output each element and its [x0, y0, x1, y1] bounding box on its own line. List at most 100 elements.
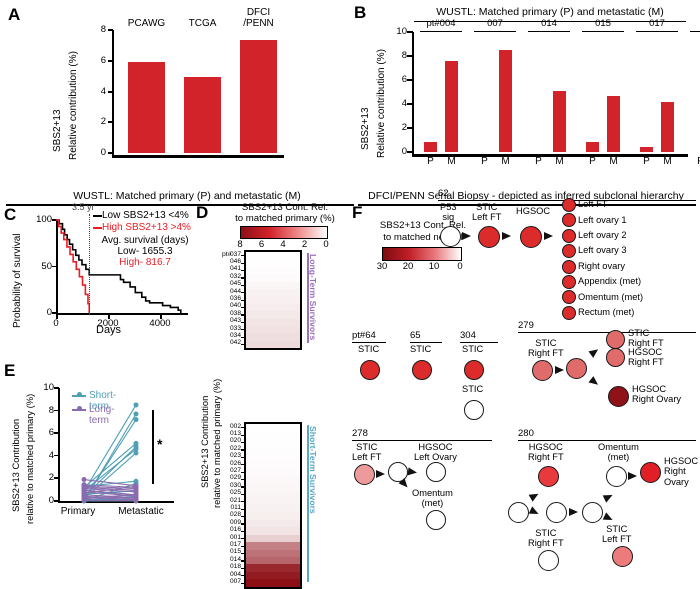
panel-c-letter: C	[4, 206, 16, 223]
panel-f-node-label-line: sig	[440, 212, 457, 222]
panel-f-node-62-10	[562, 306, 576, 320]
panel-d-row-tick	[241, 516, 245, 517]
panel-b-bar	[586, 142, 599, 152]
panel-d-colorbar-tick: 6	[254, 239, 270, 250]
panel-f-node-304-1	[464, 400, 484, 420]
panel-a-tick-label: 6	[84, 55, 106, 66]
panel-f-patient-header-65: 65	[410, 330, 421, 341]
panel-c-ylabel: Probability of survival	[12, 234, 23, 328]
panel-f: F SBS2+13 Cont. Rel. to matched normal 3…	[350, 188, 700, 535]
panel-d-heatmap-block	[244, 250, 302, 350]
panel-d-row-label: 004	[219, 572, 241, 579]
panel-b-letter: B	[354, 4, 366, 21]
panel-d-heatmap-cell	[246, 572, 300, 579]
panel-f-colorbar-tick: 10	[426, 261, 442, 272]
panel-d-heatmap-cell	[246, 424, 300, 431]
panel-d-row-label: 028	[219, 512, 241, 519]
panel-b-patient-id: 018	[682, 18, 700, 29]
panel-c-y-tick-label: 0	[30, 307, 52, 318]
panel-b-pm-label: M	[607, 156, 621, 167]
panel-f-node-62-7	[562, 260, 576, 274]
panel-b-tick-label: 2	[385, 122, 407, 133]
panel-d-row-label: 020	[219, 438, 241, 445]
panel-c-y-tick-label: 100	[30, 214, 52, 225]
panel-e-sig-star: *	[157, 436, 162, 452]
panel-b-tick	[407, 31, 413, 33]
panel-e-point	[134, 417, 139, 422]
panel-f-letter: F	[352, 204, 362, 221]
panel-f-node-279-3	[606, 348, 625, 367]
panel-b-patient-id: 015	[574, 18, 632, 29]
panel-f-node-label-line: STIC	[462, 384, 483, 394]
panel-e-legend-dot-short	[77, 392, 82, 397]
panel-f-node-280-7	[640, 462, 661, 483]
panel-d-row-label: 016	[219, 527, 241, 534]
panel-d-row-tick	[241, 538, 245, 539]
panel-f-node-62-9	[562, 290, 576, 304]
panel-d-heatmap-cell	[246, 289, 300, 296]
panel-d-heatmap-cell	[246, 296, 300, 303]
panel-d-heatmap-cell	[246, 326, 300, 333]
panel-f-node-65-0	[412, 360, 432, 380]
panel-d-heatmap-cell	[246, 513, 300, 520]
panel-b-tick-label: 0	[385, 146, 407, 157]
panel-b-tick	[407, 103, 413, 105]
panel-f-node-label-304-0: STIC	[462, 344, 483, 354]
panel-d-row-tick	[241, 449, 245, 450]
panel-d-heatmap-block	[244, 422, 302, 589]
panel-b-patient-underline	[636, 31, 678, 32]
panel-d-colorbar-tick: 2	[297, 239, 313, 250]
panel-f-node-280-2	[538, 466, 559, 487]
panel-d-heatmap-cell	[246, 431, 300, 438]
panel-b-pm-label: M	[445, 156, 459, 167]
panel-d-row-label: 015	[219, 549, 241, 556]
panel-f-node-label-line: Left ovary 2	[578, 230, 627, 240]
panel-d-row-tick	[241, 472, 245, 473]
panel-f-node-label-line: Left ovary 3	[578, 245, 627, 255]
panel-f-node-label-line: Left ovary 1	[578, 215, 627, 225]
panel-c-legend-label-low: Low SBS2+13 <4%	[102, 210, 189, 221]
panel-d-row-tick	[241, 531, 245, 532]
panel-f-node-279-4	[608, 386, 629, 407]
panel-f-node-label-62-3: Left FT	[578, 199, 607, 209]
panel-b-patient-underline	[528, 31, 570, 32]
panel-d-heatmap-cell	[246, 491, 300, 498]
panel-f-node-304-0	[464, 360, 484, 380]
panel-d-row-tick	[241, 435, 245, 436]
panel-a-tick-label: 2	[84, 116, 106, 127]
panel-f-cbar-title-1: SBS2+13 Cont. Rel.	[364, 220, 482, 231]
panel-e-point	[82, 477, 87, 482]
panel-f-node-label-62-4: Left ovary 1	[578, 215, 627, 225]
panel-f-node-280-5	[612, 546, 633, 567]
panel-b-pm-label: P	[586, 156, 600, 167]
panel-f-colorbar	[382, 247, 462, 261]
panel-d-heatmap-cell	[246, 333, 300, 340]
panel-c-legend: Low SBS2+13 <4% High SBS2+13 >4% Avg. su…	[93, 210, 197, 268]
panel-f-node-label-line: Right FT	[528, 348, 564, 358]
panel-b-bar	[607, 96, 620, 152]
panel-a-ylabel-2: Relative contribution (%)	[68, 51, 79, 160]
panel-f-node-label-line: Right Ovary	[632, 394, 681, 404]
panel-d-heatmap-cell	[246, 311, 300, 318]
panel-f-node-label-line: Left FT	[352, 452, 381, 462]
panel-f-node-label-line: Right FT	[628, 357, 664, 367]
panel-d-ylabel-1: SBS2+13 Contribution	[200, 396, 210, 488]
panel-c-x-tick-label: 0	[41, 318, 71, 329]
panel-f-arrow	[603, 512, 615, 523]
panel-d-row-label: 043	[219, 318, 241, 325]
panel-f-node-label-line: STIC	[462, 344, 483, 354]
panel-b-pm-label: M	[499, 156, 513, 167]
panel-c-legend-swatch-high	[93, 227, 102, 229]
panel-d-row-label: 014	[219, 557, 241, 564]
panel-d-heatmap-cell	[246, 439, 300, 446]
panel-f-node-278-3	[426, 510, 446, 530]
panel-b-pm-label: P	[532, 156, 546, 167]
panel-b-bar	[553, 91, 566, 152]
